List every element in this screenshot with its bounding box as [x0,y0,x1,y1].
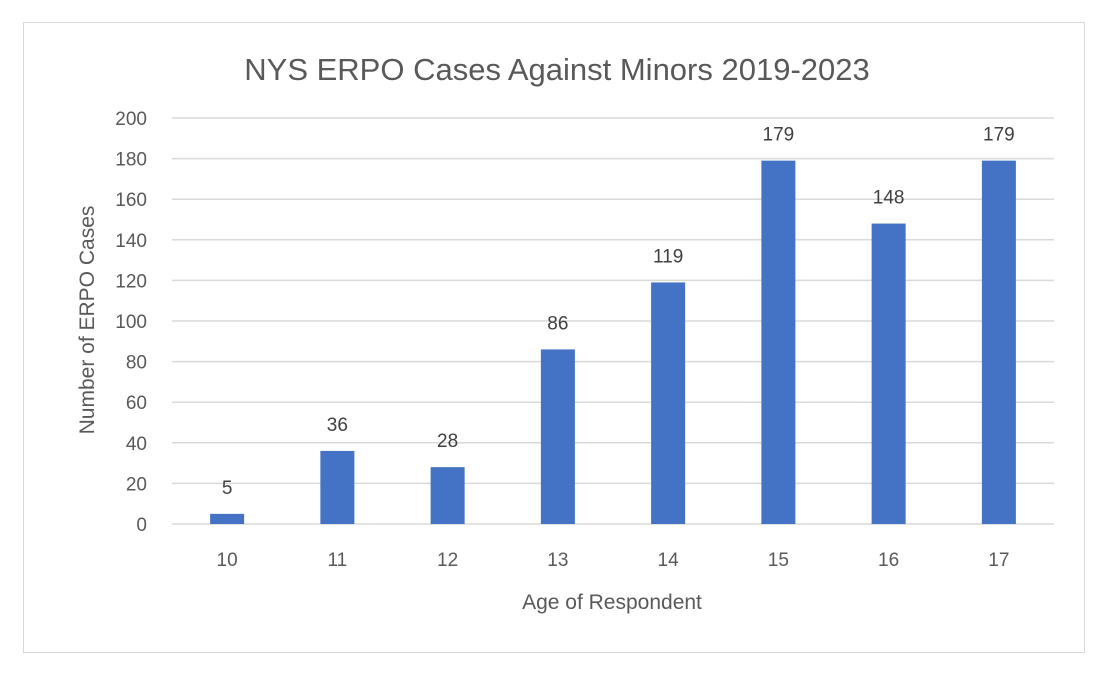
y-tick-label: 140 [115,231,147,252]
y-tick-label: 40 [126,434,147,455]
x-tick-label: 16 [878,550,899,571]
data-label: 179 [983,125,1015,146]
y-tick-label: 180 [115,150,147,171]
x-axis-ticks: 10 11 12 13 14 15 16 17 [217,550,1010,571]
bar-16 [871,223,906,524]
bar-15 [761,160,796,524]
data-label: 119 [653,246,683,267]
y-tick-label: 200 [115,109,147,130]
y-tick-label: 100 [115,312,147,333]
x-tick-label: 15 [768,550,789,571]
x-tick-label: 10 [217,550,238,571]
data-label: 86 [547,313,568,334]
x-tick-label: 17 [988,550,1009,571]
bar-17 [981,160,1016,524]
x-tick-label: 13 [547,550,568,571]
bars [210,160,1016,524]
y-tick-label: 20 [126,474,147,495]
data-label: 148 [873,188,905,209]
bar-10 [210,513,245,524]
bar-11 [320,450,355,524]
bar-12 [430,467,465,524]
y-tick-label: 80 [126,353,147,374]
gridlines [172,117,1054,525]
x-tick-label: 12 [437,550,458,571]
y-tick-label: 120 [115,271,147,292]
data-label: 28 [437,431,458,452]
data-label: 179 [763,125,795,146]
bar-14 [651,282,686,524]
y-tick-label: 0 [136,515,147,536]
data-label: 5 [222,478,233,499]
chart-frame [23,22,1085,653]
x-axis-label: Age of Respondent [522,591,702,614]
chart-title: NYS ERPO Cases Against Minors 2019-2023 [244,52,869,87]
y-axis-label: Number of ERPO Cases [76,206,99,435]
x-tick-label: 11 [328,550,348,571]
x-tick-label: 14 [658,550,680,571]
y-axis-ticks: 0 20 40 60 80 100 120 140 160 180 200 [115,109,147,536]
y-tick-label: 60 [126,393,147,414]
data-label: 36 [327,415,348,436]
bar-13 [540,349,575,524]
data-labels: 5 36 28 86 119 179 148 179 [222,125,1015,499]
y-tick-label: 160 [115,190,147,211]
